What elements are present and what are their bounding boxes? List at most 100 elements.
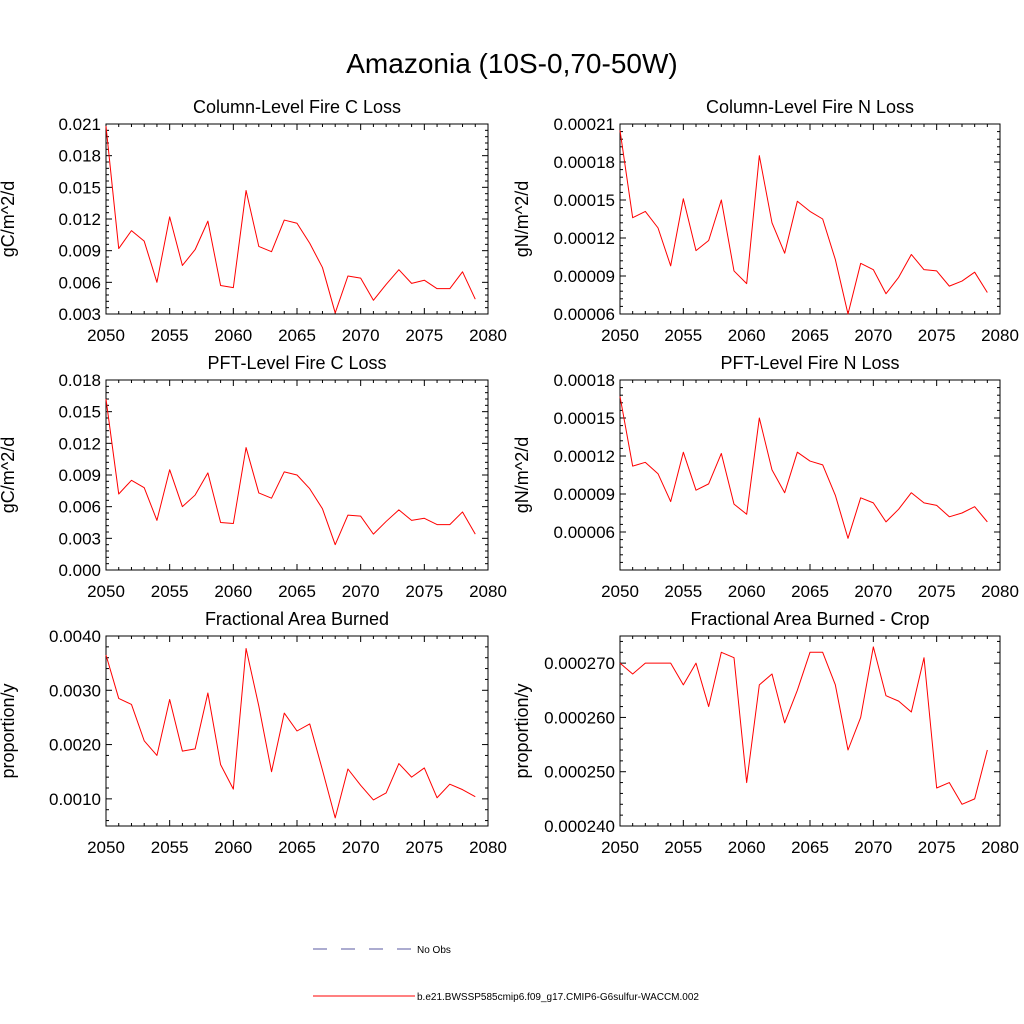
y-tick-label: 0.00012: [554, 229, 615, 248]
y-tick-label: 0.000270: [544, 654, 615, 673]
x-tick-label: 2080: [469, 838, 507, 857]
y-tick-label: 0.018: [58, 147, 101, 166]
x-tick-label: 2070: [342, 582, 380, 601]
plot-frame: [105, 123, 489, 315]
x-tick-label: 2065: [278, 838, 316, 857]
x-tick-label: 2070: [854, 582, 892, 601]
chart-title: Fractional Area Burned - Crop: [690, 609, 929, 629]
chart-title: Column-Level Fire N Loss: [706, 97, 914, 117]
y-tick-label: 0.015: [58, 403, 101, 422]
y-tick-label: 0.0020: [49, 736, 101, 755]
y-axis-label: proportion/y: [512, 683, 532, 778]
y-tick-label: 0.015: [58, 178, 101, 197]
y-tick-label: 0.003: [58, 305, 101, 324]
y-tick-label: 0.021: [58, 115, 101, 134]
x-tick-label: 2060: [728, 838, 766, 857]
y-tick-label: 0.00006: [554, 305, 615, 324]
x-tick-label: 2075: [405, 326, 443, 345]
x-tick-label: 2050: [87, 582, 125, 601]
y-tick-label: 0.009: [58, 466, 101, 485]
x-tick-label: 2080: [469, 582, 507, 601]
plot-frame: [619, 123, 1001, 315]
y-tick-label: 0.00018: [554, 153, 615, 172]
x-tick-label: 2065: [791, 582, 829, 601]
chart-title: Column-Level Fire C Loss: [193, 97, 401, 117]
x-tick-label: 2065: [278, 582, 316, 601]
y-tick-label: 0.018: [58, 371, 101, 390]
x-tick-label: 2050: [87, 838, 125, 857]
chart-title: Fractional Area Burned: [205, 609, 389, 629]
series-line-1: [619, 396, 988, 539]
chart-panel-5: Fractional Area Burned proportion/y 2050 20…: [0, 609, 507, 857]
x-tick-label: 2075: [405, 838, 443, 857]
x-tick-label: 2075: [918, 582, 956, 601]
x-tick-label: 2080: [469, 326, 507, 345]
series-line-1: [105, 398, 476, 546]
y-axis-label: proportion/y: [0, 683, 18, 778]
chart-panel-6: Fractional Area Burned - Crop proportion/…: [512, 609, 1019, 857]
x-tick-label: 2075: [918, 326, 956, 345]
chart-title: PFT-Level Fire N Loss: [720, 353, 899, 373]
x-tick-label: 2080: [981, 582, 1019, 601]
x-tick-label: 2060: [214, 582, 252, 601]
x-tick-label: 2060: [214, 838, 252, 857]
x-tick-label: 2075: [405, 582, 443, 601]
y-tick-label: 0.00018: [554, 371, 615, 390]
x-tick-label: 2060: [214, 326, 252, 345]
y-tick-label: 0.00015: [554, 191, 615, 210]
x-tick-label: 2070: [854, 838, 892, 857]
chart-title: PFT-Level Fire C Loss: [207, 353, 386, 373]
y-axis-label: gN/m^2/d: [512, 181, 532, 257]
chart-panel-4: PFT-Level Fire N Loss gN/m^2/d 2050 2055 206…: [512, 353, 1019, 601]
series-line-1: [619, 130, 988, 315]
x-tick-label: 2055: [664, 582, 702, 601]
y-axis-label: gN/m^2/d: [512, 437, 532, 513]
series-line-1: [619, 646, 988, 805]
y-tick-label: 0.000240: [544, 817, 615, 836]
x-tick-label: 2070: [854, 326, 892, 345]
x-tick-label: 2070: [342, 838, 380, 857]
y-tick-label: 0.012: [58, 434, 101, 453]
y-tick-label: 0.00009: [554, 267, 615, 286]
x-tick-label: 2070: [342, 326, 380, 345]
chart-panel-2: Column-Level Fire N Loss gN/m^2/d 2050 2055…: [512, 97, 1019, 345]
y-tick-label: 0.00012: [554, 447, 615, 466]
y-tick-label: 0.012: [58, 210, 101, 229]
y-axis-label: gC/m^2/d: [0, 437, 18, 513]
chart-panel-1: Column-Level Fire C Loss gC/m^2/d 2050 2055…: [0, 97, 507, 345]
y-tick-label: 0.0010: [49, 790, 101, 809]
x-tick-label: 2080: [981, 838, 1019, 857]
x-tick-label: 2075: [918, 838, 956, 857]
y-tick-label: 0.006: [58, 273, 101, 292]
x-tick-label: 2050: [601, 838, 639, 857]
x-tick-label: 2065: [791, 838, 829, 857]
y-tick-label: 0.000260: [544, 708, 615, 727]
y-tick-label: 0.00021: [554, 115, 615, 134]
x-tick-label: 2060: [728, 582, 766, 601]
y-tick-label: 0.006: [58, 498, 101, 517]
series-line-1: [105, 647, 476, 819]
y-tick-label: 0.009: [58, 242, 101, 261]
x-tick-label: 2065: [791, 326, 829, 345]
figure-title: Amazonia (10S-0,70-50W): [346, 48, 678, 79]
x-tick-label: 2050: [601, 326, 639, 345]
x-tick-label: 2055: [151, 326, 189, 345]
series-line-1: [105, 126, 476, 314]
y-tick-label: 0.0040: [49, 627, 101, 646]
x-tick-label: 2080: [981, 326, 1019, 345]
x-tick-label: 2055: [664, 326, 702, 345]
x-tick-label: 2060: [728, 326, 766, 345]
x-tick-label: 2050: [87, 326, 125, 345]
x-tick-label: 2055: [151, 582, 189, 601]
chart-panel-3: PFT-Level Fire C Loss gC/m^2/d 2050 2055 206…: [0, 353, 507, 601]
y-tick-label: 0.00006: [554, 523, 615, 542]
x-tick-label: 2050: [601, 582, 639, 601]
y-axis-label: gC/m^2/d: [0, 181, 18, 257]
x-tick-label: 2065: [278, 326, 316, 345]
y-tick-label: 0.00015: [554, 409, 615, 428]
x-tick-label: 2055: [151, 838, 189, 857]
y-tick-label: 0.00009: [554, 485, 615, 504]
y-tick-label: 0.003: [58, 529, 101, 548]
y-tick-label: 0.0030: [49, 681, 101, 700]
